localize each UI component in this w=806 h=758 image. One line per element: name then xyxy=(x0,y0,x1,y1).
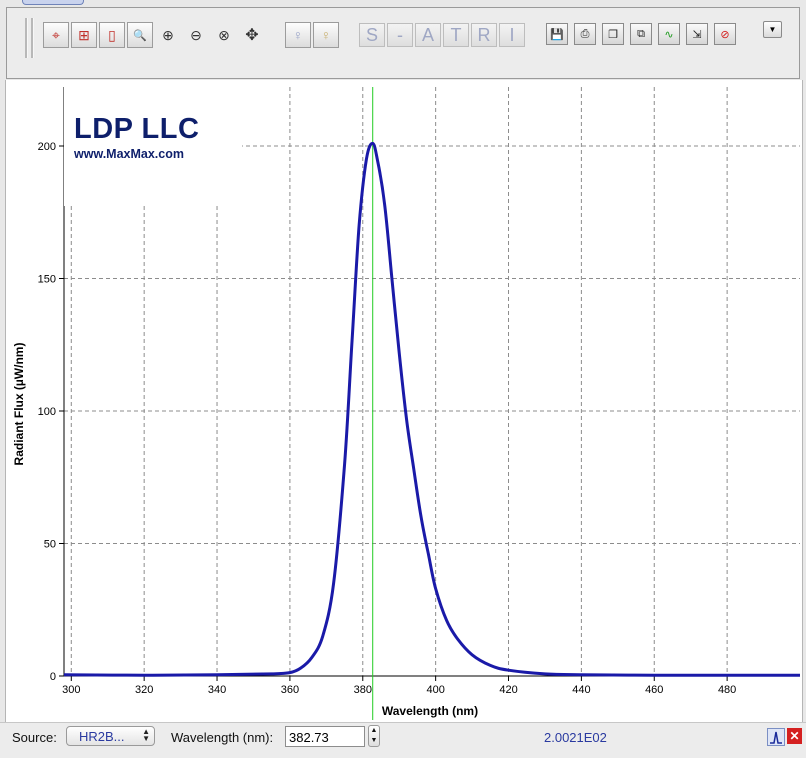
letter-button-s[interactable]: S xyxy=(359,23,385,47)
letter-button-i[interactable]: I xyxy=(499,23,525,47)
zoom-out-icon[interactable]: ⊖ xyxy=(190,26,202,43)
y-tick-label: 0 xyxy=(50,671,56,683)
print-icon[interactable]: ⎙ xyxy=(574,23,596,45)
wavelength-stepper[interactable]: ▲ ▼ xyxy=(368,725,380,747)
x-tick-label: 480 xyxy=(718,684,736,696)
status-bar: Source: HR2B... ▲ ▼ Wavelength (nm): 382.… xyxy=(0,722,806,758)
toolbar-grip[interactable] xyxy=(25,18,28,58)
spectrum-chart[interactable]: 0 50 100 150 200 300 320 340 360 380 400 420 440 460 4… xyxy=(0,0,806,722)
peak-icon[interactable] xyxy=(767,728,785,746)
letter-button-t[interactable]: T xyxy=(443,23,469,47)
logo: LDP LLC www.MaxMax.com xyxy=(64,87,242,206)
spectrum-curve xyxy=(63,141,800,677)
letter-button-r[interactable]: R xyxy=(471,23,497,47)
source-select[interactable]: HR2B... ▲ ▼ xyxy=(66,726,155,746)
zoom-window-icon[interactable]: 🔍 xyxy=(127,22,153,48)
copy-icon[interactable]: ❐ xyxy=(602,23,624,45)
bulb-on-icon[interactable]: ♀ xyxy=(313,22,339,48)
clear-icon[interactable]: ⊘ xyxy=(714,23,736,45)
y-tick-label: 100 xyxy=(38,406,56,418)
x-tick-label: 360 xyxy=(281,684,299,696)
x-tick-label: 440 xyxy=(572,684,590,696)
source-label: Source: xyxy=(12,730,57,745)
x-tick-label: 340 xyxy=(208,684,226,696)
export-icon[interactable]: ⇲ xyxy=(686,23,708,45)
y-tick-label: 50 xyxy=(44,539,56,551)
y-axis-label: Radiant Flux (µW/nm) xyxy=(12,343,26,466)
bulb-off-icon[interactable]: ♀ xyxy=(285,22,311,48)
toolbar: ⌖ ⊞ ▯ 🔍 ⊕ ⊖ ⊗ ✥ ♀ ♀ S - A T R I 💾 ⎙ ❐ ⧉ … xyxy=(6,7,800,79)
wavelength-input[interactable]: 382.73 xyxy=(285,726,365,747)
wavelength-label: Wavelength (nm): xyxy=(171,730,274,745)
crosshair-icon[interactable]: ⌖ xyxy=(43,22,69,48)
x-axis-label: Wavelength (nm) xyxy=(382,704,478,718)
x-tick-label: 300 xyxy=(62,684,80,696)
letter-button-a[interactable]: A xyxy=(415,23,441,47)
top-tab[interactable] xyxy=(22,0,84,5)
y-tick-label: 200 xyxy=(38,141,56,153)
toolbar-grip[interactable] xyxy=(31,18,34,58)
x-tick-label: 420 xyxy=(499,684,517,696)
x-tick-label: 400 xyxy=(426,684,444,696)
close-icon[interactable]: ✕ xyxy=(787,728,802,744)
y-tick-label: 150 xyxy=(38,274,56,286)
zoom-fit-icon[interactable]: ⊞ xyxy=(71,22,97,48)
copy-window-icon[interactable]: ⧉ xyxy=(630,23,652,45)
toolbar-menu-button[interactable]: ▼ xyxy=(763,21,782,38)
zoom-in-icon[interactable]: ⊕ xyxy=(162,26,174,43)
source-value: HR2B... xyxy=(79,729,125,744)
save-icon[interactable]: 💾 xyxy=(546,23,568,45)
value-readout: 2.0021E02 xyxy=(544,730,607,745)
logo-title: LDP LLC xyxy=(74,113,200,145)
letter-button-dash[interactable]: - xyxy=(387,23,413,47)
zoom-y-icon[interactable]: ▯ xyxy=(99,22,125,48)
logo-url: www.MaxMax.com xyxy=(74,147,184,161)
x-tick-label: 460 xyxy=(645,684,663,696)
pan-icon[interactable]: ✥ xyxy=(245,27,259,44)
x-tick-label: 320 xyxy=(135,684,153,696)
zoom-reset-icon[interactable]: ⊗ xyxy=(218,26,230,43)
overlay-icon[interactable]: ∿ xyxy=(658,23,680,45)
select-arrows-icon: ▲ ▼ xyxy=(142,727,150,743)
x-tick-label: 380 xyxy=(354,684,372,696)
